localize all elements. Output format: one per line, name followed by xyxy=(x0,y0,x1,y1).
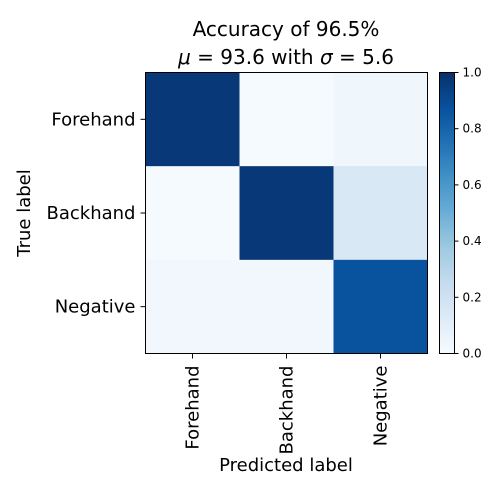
title-sigma-text: = 5.6 xyxy=(333,45,394,69)
heatmap-cell-1-1 xyxy=(145,72,240,167)
chart-title-line-1: Accuracy of 96.5% xyxy=(193,17,380,41)
title-mu-symbol: μ xyxy=(177,45,191,69)
x-axis-label: Predicted label xyxy=(219,455,353,476)
colorbar-ticks: 0.0 0.2 0.4 0.6 0.8 1.0 xyxy=(454,66,482,361)
colorbar-tick-label: 0.8 xyxy=(463,122,482,136)
colorbar-tick-label: 0.2 xyxy=(463,290,482,304)
heatmap-cell-2-3 xyxy=(333,166,428,261)
title-mu-text: = 93.6 with xyxy=(191,45,320,69)
colorbar xyxy=(439,72,455,354)
heatmap-cell-1-3 xyxy=(333,72,428,167)
colorbar-tick-label: 0.0 xyxy=(463,347,482,361)
y-axis-label: True label xyxy=(14,169,35,258)
heatmap-cell-2-1 xyxy=(145,166,240,261)
heatmap-cell-1-2 xyxy=(239,72,334,167)
heatmap-cell-3-3 xyxy=(333,259,428,354)
y-tick-label: Forehand xyxy=(51,109,135,130)
title-sigma-symbol: σ xyxy=(320,45,334,69)
heatmap-cell-3-2 xyxy=(239,259,334,354)
colorbar-tick-label: 0.6 xyxy=(463,178,482,192)
colorbar-tick-label: 0.4 xyxy=(463,234,482,248)
heatmap-cells xyxy=(145,72,428,354)
x-tick-label: Backhand xyxy=(277,366,298,455)
y-tick-label: Backhand xyxy=(47,203,136,224)
heatmap-cell-3-1 xyxy=(145,259,240,354)
x-tick-label: Negative xyxy=(371,366,392,447)
x-tick-label: Forehand xyxy=(183,366,204,450)
x-axis-ticks: Forehand Backhand Negative xyxy=(183,353,392,455)
colorbar-tick-label: 1.0 xyxy=(463,66,482,80)
y-axis-ticks: Forehand Backhand Negative xyxy=(47,109,146,318)
heatmap-cell-2-2 xyxy=(239,166,334,261)
y-tick-label: Negative xyxy=(55,297,136,318)
chart-title-line-2: μ = 93.6 with σ = 5.6 xyxy=(177,45,394,69)
